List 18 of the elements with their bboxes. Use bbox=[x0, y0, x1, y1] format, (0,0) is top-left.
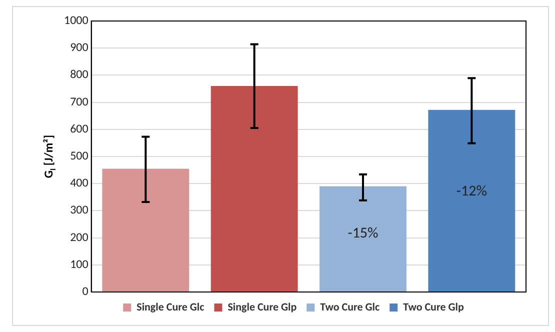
annotation: -12% bbox=[456, 182, 488, 201]
y-tick-label: 700 bbox=[70, 95, 88, 110]
annotation: -15% bbox=[348, 224, 379, 243]
y-tick-label: 900 bbox=[70, 41, 88, 56]
y-tick-label: 0 bbox=[82, 285, 88, 299]
legend-label: Two Cure Glc bbox=[320, 300, 380, 314]
y-tick-label: 300 bbox=[70, 204, 88, 218]
y-tick-label: 800 bbox=[70, 68, 88, 82]
y-tick-label: 400 bbox=[70, 176, 88, 191]
y-tick-label: 200 bbox=[70, 230, 88, 245]
y-axis-title: GI [J/m²] bbox=[42, 134, 58, 178]
legend-label: Two Cure Glp bbox=[403, 300, 464, 314]
legend-label: Single Cure Glp bbox=[228, 300, 297, 314]
y-tick-label: 1000 bbox=[64, 14, 88, 28]
y-tick-label: 600 bbox=[70, 122, 88, 136]
legend-label: Single Cure Glc bbox=[136, 300, 205, 314]
y-tick-label: 500 bbox=[70, 150, 88, 164]
y-tick-label: 100 bbox=[70, 258, 88, 272]
